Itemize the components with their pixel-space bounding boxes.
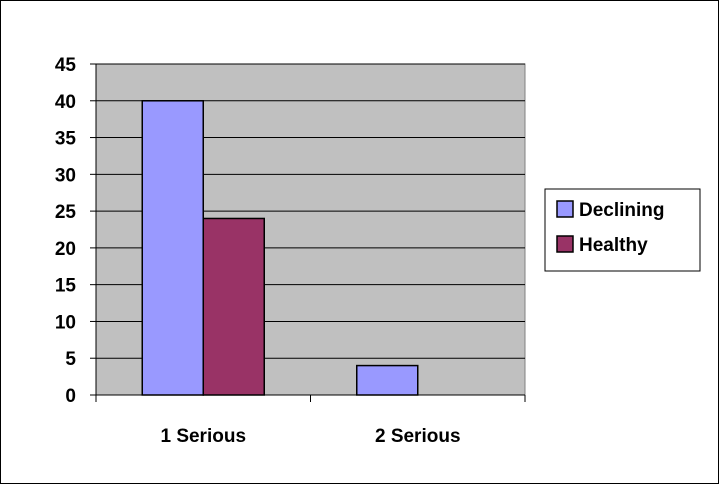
y-tick-label: 5: [65, 349, 76, 370]
y-tick-label: 10: [55, 312, 76, 333]
y-tick-label: 35: [55, 129, 77, 150]
y-tick-label: 45: [55, 55, 77, 76]
x-category-label: 2 Serious: [375, 426, 461, 447]
bar-healthy-1: [202, 217, 265, 396]
x-axis-ticks: 1 Serious 2 Serious: [95, 395, 526, 447]
legend-swatch-healthy: [556, 235, 574, 253]
legend-swatch-declining: [556, 200, 574, 218]
y-tick-label: 25: [55, 202, 77, 223]
bars: [141, 100, 419, 396]
legend-label-declining: Declining: [579, 200, 665, 221]
legend: Declining Healthy: [544, 188, 701, 272]
legend-label-healthy: Healthy: [579, 235, 648, 256]
bar-declining-2: [356, 364, 419, 396]
y-tick-label: 15: [55, 276, 77, 297]
x-category-label: 1 Serious: [160, 426, 246, 447]
legend-box: [544, 188, 701, 272]
y-axis-ticks: 0 5 10 15 20 25 30 35 40 45: [55, 55, 96, 407]
y-tick-label: 20: [55, 239, 76, 260]
y-tick-label: 30: [55, 165, 76, 186]
y-tick-label: 0: [65, 386, 76, 407]
y-tick-label: 40: [55, 92, 76, 113]
bar-declining-1: [141, 100, 204, 396]
